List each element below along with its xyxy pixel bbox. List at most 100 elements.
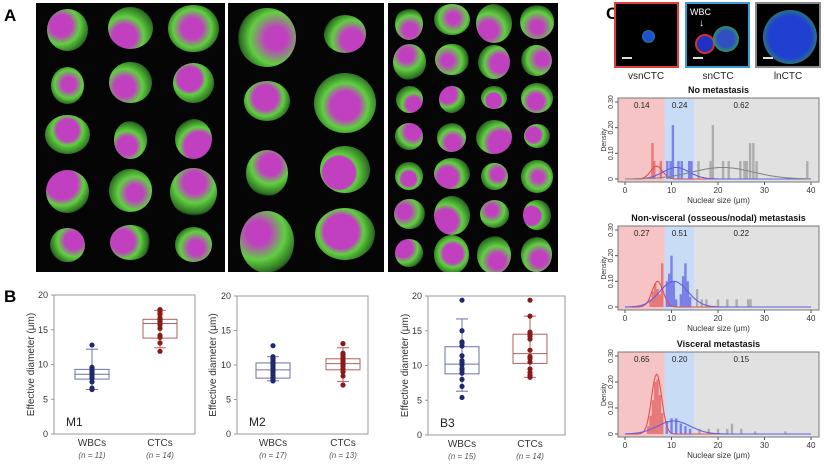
data-point (157, 348, 163, 354)
y-tick-label: 0.20 (608, 249, 615, 263)
cell-image (433, 158, 470, 190)
cell-image (168, 4, 219, 53)
y-tick-label: 0.30 (608, 223, 615, 237)
y-tick-label: 0.10 (608, 146, 615, 160)
histogram-bar (752, 143, 755, 179)
histogram-bar (665, 421, 669, 434)
y-tick-label: 20 (38, 290, 48, 300)
histogram-bar (705, 299, 708, 307)
cell-image (173, 63, 214, 104)
cell-image (478, 44, 511, 79)
cell-image (433, 196, 470, 236)
histogram-bar (684, 426, 687, 434)
x-tick-label: 10 (667, 441, 676, 450)
y-tick-label: 10 (38, 360, 48, 370)
histogram-bar (680, 161, 683, 179)
cell-image (109, 62, 152, 103)
region-fraction-label: 0.15 (733, 355, 749, 364)
vsnctc-label: vsnCTC (627, 71, 665, 82)
data-point (157, 340, 163, 346)
cell-image (174, 118, 213, 160)
y-tick-label: 5 (417, 395, 422, 405)
histogram-bar (688, 428, 692, 434)
y-tick-label: 0.30 (608, 95, 615, 109)
histogram-bar (684, 263, 687, 307)
data-point (459, 394, 465, 401)
data-point (459, 328, 465, 334)
cell-image (175, 226, 212, 263)
sample-size-label: (n = 13) (329, 451, 357, 460)
sample-size-label: (n = 15) (448, 452, 476, 461)
y-tick-label: 15 (221, 326, 231, 336)
micrograph-panel-1 (36, 3, 225, 272)
y-tick-label: 0 (608, 432, 615, 436)
y-tick-label: 0.20 (608, 375, 615, 389)
histogram-bar (672, 281, 676, 307)
chart-title: Non-visceral (osseous/nodal) metastasis (631, 213, 806, 223)
sample-size-label: (n = 14) (146, 451, 174, 460)
histogram-bar (695, 289, 699, 307)
cell-image (393, 198, 425, 230)
y-tick-label: 0 (608, 177, 615, 181)
cell-image (520, 159, 553, 193)
snctc-image: WBC ↓ (685, 2, 750, 68)
y-tick-label: 0 (417, 430, 422, 440)
cell-image (519, 5, 554, 39)
histogram-bar (726, 299, 729, 307)
data-point (459, 376, 465, 382)
histogram-bar (670, 418, 673, 434)
cell-image (476, 119, 513, 154)
cell-image (320, 146, 370, 193)
data-point (89, 385, 95, 391)
cell-image (521, 237, 553, 272)
cell-image (170, 168, 217, 217)
cell-image (46, 169, 89, 213)
data-point (89, 342, 95, 348)
lnctc-label: lnCTC (773, 71, 803, 82)
cell-image (245, 149, 289, 196)
region-fraction-label: 0.22 (733, 229, 749, 238)
histogram-bar (754, 431, 757, 434)
cell-image (108, 169, 153, 212)
histogram-bar (674, 299, 678, 307)
histogram-bar (679, 423, 682, 434)
plot-frame (427, 295, 566, 436)
x-tick-label: 0 (623, 186, 628, 195)
x-category-label: WBCs (78, 438, 106, 449)
x-tick-label: 10 (667, 314, 676, 323)
cell-image (395, 161, 424, 190)
cell-image (50, 66, 85, 105)
density-curve (625, 280, 811, 308)
histogram-bar (649, 415, 652, 434)
histogram-bar (651, 143, 654, 179)
cell-image (110, 224, 151, 261)
cell-image (434, 235, 470, 272)
data-point (527, 313, 533, 319)
y-tick-label: 0.10 (608, 401, 615, 415)
histogram-bar (661, 263, 664, 307)
x-tick-label: 30 (760, 186, 769, 195)
histogram-bar (709, 161, 712, 179)
histogram-bar (669, 161, 672, 179)
data-point (340, 382, 346, 388)
y-tick-label: 10 (221, 360, 231, 370)
lnctc-image (755, 2, 821, 68)
size-region (694, 226, 819, 310)
density-curve (624, 420, 811, 435)
y-tick-label: 15 (412, 326, 422, 336)
snctc-label: snCTC (702, 71, 734, 82)
data-point (459, 358, 465, 364)
cell-image (323, 15, 367, 53)
histogram-bar (749, 299, 752, 307)
data-point (459, 353, 465, 359)
arrow-icon: ↓ (699, 18, 704, 29)
size-region (694, 352, 819, 437)
cell-image (438, 86, 465, 114)
y-tick-label: 10 (412, 361, 422, 371)
x-tick-label: 40 (807, 441, 816, 450)
histogram-bar (681, 276, 685, 307)
x-category-label: CTCs (147, 438, 173, 449)
plot-frame (236, 295, 369, 435)
y-axis-label: Effective diameter (μm) (400, 314, 411, 417)
histogram-bar (711, 125, 715, 179)
